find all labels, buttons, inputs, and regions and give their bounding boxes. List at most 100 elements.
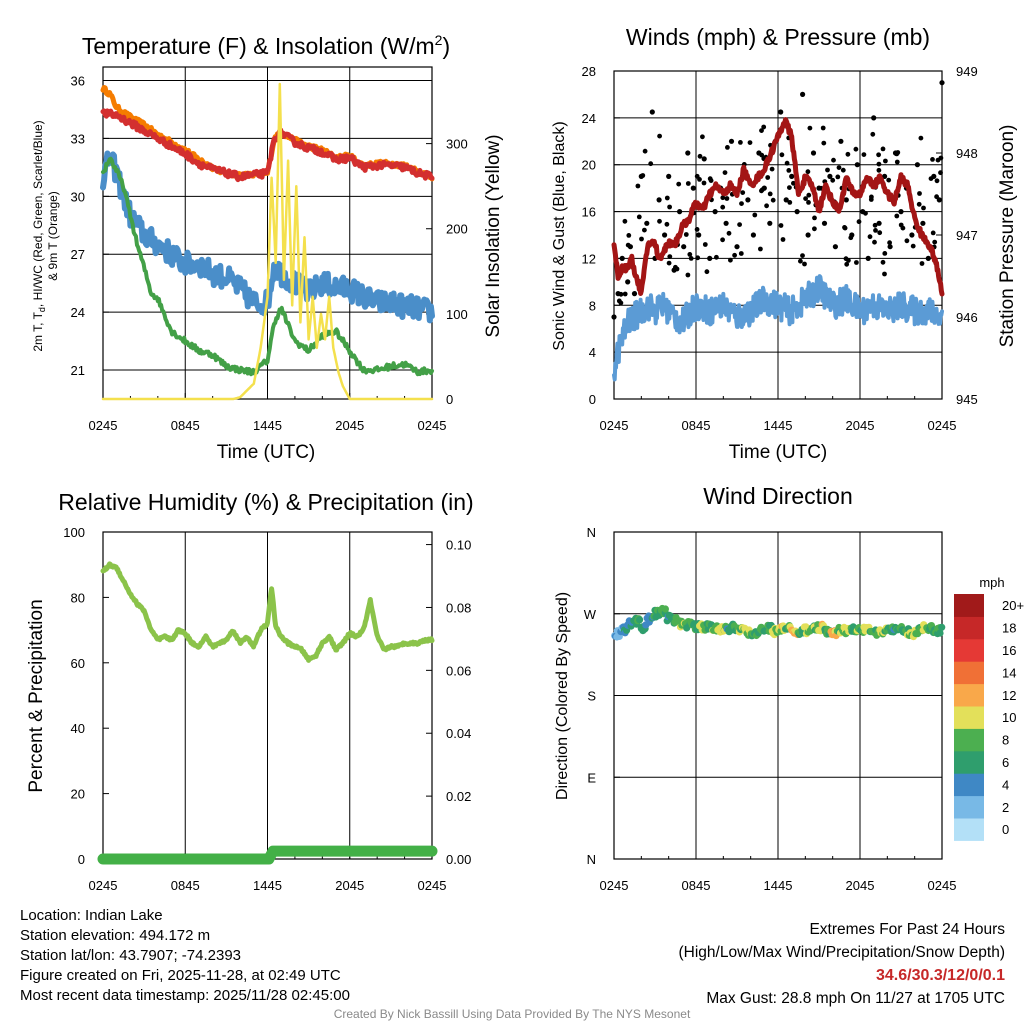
gust-point <box>865 255 871 261</box>
x-tick-label: 0845 <box>171 418 200 433</box>
y-right-tick-label: 947 <box>956 228 978 243</box>
gust-point <box>820 125 826 131</box>
gust-point <box>807 125 813 131</box>
gust-point <box>769 166 775 172</box>
gust-point <box>619 255 625 261</box>
gust-point <box>720 195 726 201</box>
precipitation-line <box>97 845 438 865</box>
gust-point <box>876 167 882 173</box>
gust-point <box>702 242 708 247</box>
gust-point <box>840 167 846 173</box>
gust-point <box>872 222 878 228</box>
gust-point <box>685 272 691 278</box>
gust-point <box>831 157 836 163</box>
temperature-panel: Temperature (F) & Insolation (W/m2) 2m T… <box>31 32 504 463</box>
colorbar-label: 14 <box>1002 665 1016 680</box>
gust-point <box>800 253 805 258</box>
colorbar-label: 0 <box>1002 822 1009 837</box>
gust-point <box>791 180 796 186</box>
winds-ylabel: Sonic Wind & Gust (Blue, Black) <box>551 121 568 350</box>
gust-point <box>916 201 922 207</box>
y-right-tick-label: 100 <box>446 307 468 322</box>
gust-point <box>636 214 642 220</box>
colorbar-swatch <box>954 638 984 662</box>
x-tick-label: 2045 <box>846 418 875 433</box>
gust-point <box>708 178 714 184</box>
max-gust: Max Gust: 28.8 mph On 11/27 at 1705 UTC <box>706 990 1005 1007</box>
gust-point <box>882 251 888 256</box>
gust-point <box>842 225 847 230</box>
gust-point <box>877 230 883 236</box>
gust-point <box>664 221 670 227</box>
x-tick-label: 1445 <box>764 878 793 893</box>
y-tick-label: 16 <box>582 205 596 220</box>
gust-point <box>887 244 893 250</box>
gust-point <box>701 180 707 186</box>
gust-point <box>657 133 662 139</box>
insolation-ylabel: Solar Insolation (Yellow) <box>483 134 504 337</box>
gust-point <box>728 257 733 263</box>
gust-point <box>803 196 808 202</box>
wind-direction-point <box>661 605 670 613</box>
humidity-line <box>100 561 435 663</box>
gust-point <box>845 151 851 157</box>
gust-point <box>666 173 672 179</box>
gust-point <box>739 201 744 207</box>
gust-point <box>747 140 753 146</box>
gust-point <box>622 218 628 224</box>
plot-frame <box>613 531 943 860</box>
gust-point <box>778 223 784 228</box>
gust-point <box>673 264 678 270</box>
gust-point <box>681 244 687 250</box>
gust-point <box>935 157 941 163</box>
gust-point <box>832 244 839 250</box>
y-right-tick-label: 300 <box>446 137 468 152</box>
y-tick-label: 28 <box>582 64 596 79</box>
gust-point <box>767 191 773 197</box>
gust-point <box>871 115 877 121</box>
gust-point <box>789 173 795 179</box>
gust-point <box>737 222 742 228</box>
y-tick-label: 0 <box>589 392 596 407</box>
gust-point <box>611 314 617 320</box>
gust-point <box>649 109 655 115</box>
gust-point <box>657 218 662 224</box>
gust-point <box>806 200 811 205</box>
colorbar-swatch <box>954 594 984 617</box>
gust-point <box>853 146 859 152</box>
y-right-tick-label: 0 <box>446 392 453 407</box>
colorbar-swatch <box>954 661 984 685</box>
wind-direction-point <box>936 629 944 637</box>
gust-point <box>764 203 769 209</box>
gust-point <box>886 177 892 183</box>
x-tick-label: 2045 <box>846 878 875 893</box>
gust-point <box>648 161 654 167</box>
gust-point <box>625 242 631 248</box>
gust-point <box>868 197 874 202</box>
station-info: Location: Indian Lake Station elevation:… <box>20 906 350 1006</box>
colorbar-label: 10 <box>1002 710 1016 725</box>
y-tick-label: 20 <box>582 158 596 173</box>
gust-point <box>867 234 873 240</box>
humidity-panel: Relative Humidity (%) & Precipitation (i… <box>26 489 474 893</box>
y-right-tick-label: 200 <box>446 222 468 237</box>
gust-point <box>635 183 641 189</box>
y-right-tick-label: 949 <box>956 64 978 79</box>
gust-point <box>725 145 730 150</box>
gust-point <box>898 209 904 215</box>
temperature-line <box>100 108 435 183</box>
y-tick-label: 4 <box>589 345 596 360</box>
pressure-ylabel: Station Pressure (Maroon) <box>997 125 1018 348</box>
y-tick-label: 8 <box>589 298 596 313</box>
gust-point <box>625 279 631 285</box>
gust-point <box>928 176 934 182</box>
gust-point <box>794 209 800 215</box>
y-tick-label: 24 <box>71 305 85 320</box>
gust-point <box>683 232 689 237</box>
gust-point <box>767 220 773 226</box>
gust-point <box>934 194 939 200</box>
x-tick-label: 0245 <box>418 418 447 433</box>
x-tick-label: 0845 <box>682 418 711 433</box>
gust-point <box>765 175 771 180</box>
gust-point <box>836 165 842 171</box>
